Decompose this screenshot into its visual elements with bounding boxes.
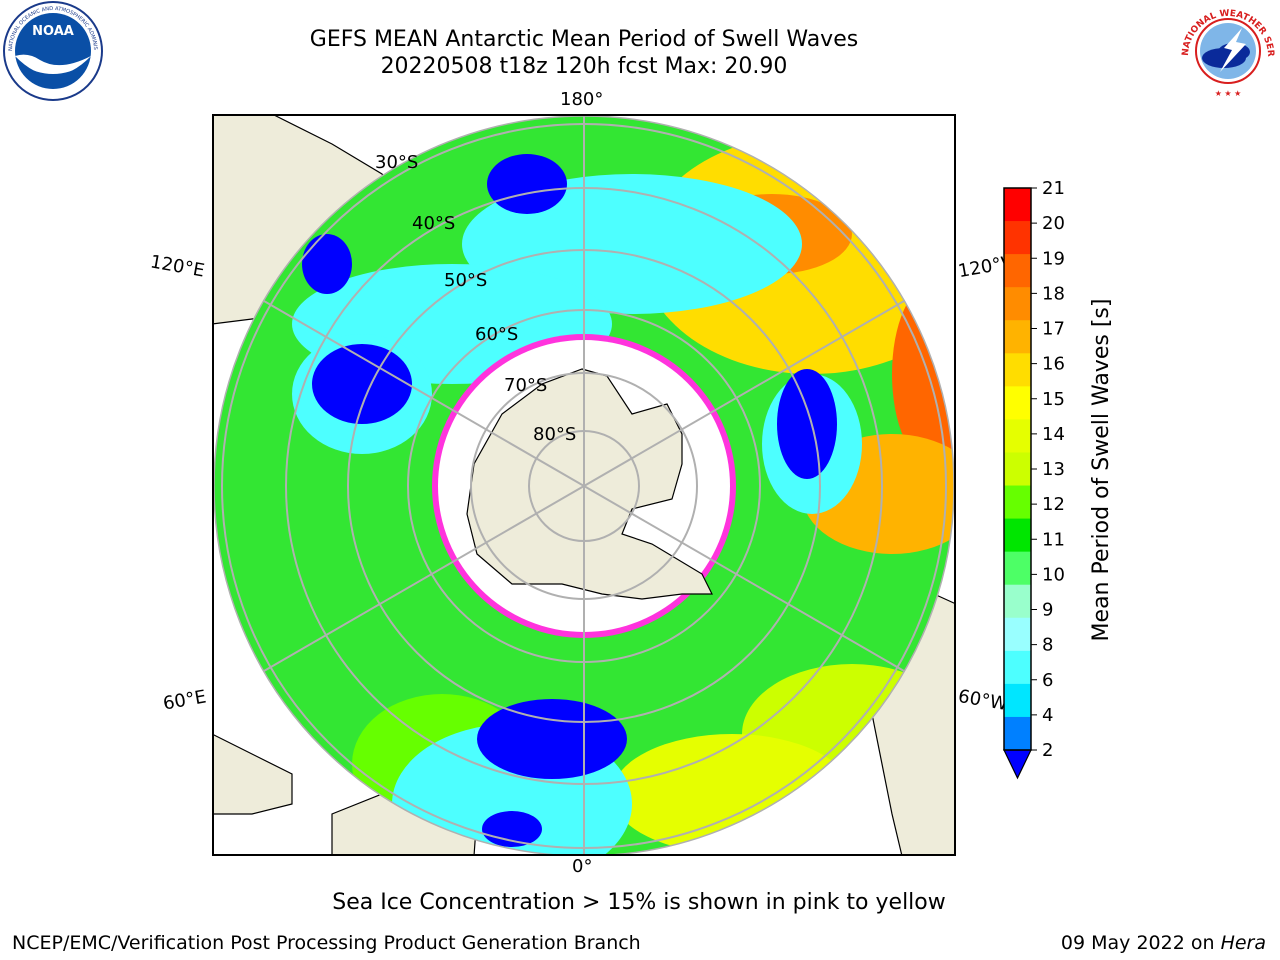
noaa-logo: NOAA NATIONAL OCEANIC AND ATMOSPHERIC AD… [0, 0, 103, 101]
colorbar-segment [1004, 716, 1031, 751]
colorbar-tick-label: 13 [1042, 459, 1065, 480]
colorbar: 21 20 19 18 17 16 15 14 13 12 11 10 9 8 6 4 2 Mean Perio… [1003, 180, 1114, 780]
colorbar-segment [1004, 584, 1031, 619]
colorbar-segment [1004, 287, 1031, 321]
lat-label-30s: 30°S [375, 152, 418, 173]
colorbar-segment [1004, 485, 1031, 520]
lat-label-80s: 80°S [533, 424, 576, 445]
colorbar-tick-label: 10 [1042, 564, 1065, 585]
sea-ice-note: Sea Ice Concentration > 15% is shown in … [332, 890, 946, 915]
colorbar-tick-label: 6 [1042, 670, 1053, 691]
nws-logo: NATIONAL WEATHER SERVICE ★ ★ ★ [1176, 0, 1277, 100]
map-title: GEFS MEAN Antarctic Mean Period of Swell… [309, 27, 859, 52]
colorbar-tick-label: 14 [1042, 424, 1065, 445]
colorbar-tick-label: 20 [1042, 213, 1065, 234]
colorbar-tick-label: 16 [1042, 354, 1065, 375]
colorbar-tick-label: 19 [1042, 248, 1065, 269]
polar-map: 30°S 40°S 50°S 60°S 70°S 80°S [212, 114, 956, 856]
colorbar-segment [1004, 221, 1031, 255]
colorbar-tick-label: 15 [1042, 389, 1065, 410]
lon-label-180: 180° [560, 89, 604, 110]
colorbar-segment [1004, 452, 1031, 487]
colorbar-segment [1004, 320, 1031, 354]
lat-label-60s: 60°S [475, 324, 518, 345]
colorbar-segment [1004, 419, 1031, 453]
svg-text:★ ★ ★: ★ ★ ★ [1215, 89, 1242, 98]
lat-label-70s: 70°S [504, 375, 547, 396]
lon-label-0: 0° [572, 856, 593, 877]
credit-text: NCEP/EMC/Verification Post Processing Pr… [12, 932, 641, 954]
colorbar-tick-label: 12 [1042, 494, 1065, 515]
colorbar-segment [1004, 254, 1031, 288]
colorbar-tick-label: 9 [1042, 600, 1053, 621]
lon-label-60e: 60°E [161, 686, 208, 715]
colorbar-segment [1004, 650, 1031, 685]
machine-name: Hera [1220, 932, 1266, 954]
colorbar-segment [1004, 617, 1031, 652]
land-antarctica [466, 368, 713, 600]
colorbar-tick-label: 11 [1042, 529, 1065, 550]
colorbar-tick-label: 2 [1042, 740, 1053, 761]
lat-label-50s: 50°S [444, 270, 487, 291]
colorbar-label: Mean Period of Swell Waves [s] [1089, 299, 1114, 642]
lon-label-120e: 120°E [148, 251, 207, 282]
colorbar-segment [1004, 386, 1031, 420]
colorbar-tick-label: 18 [1042, 283, 1065, 304]
colorbar-tick-label: 4 [1042, 705, 1053, 726]
colorbar-segment [1004, 518, 1031, 553]
colorbar-segment [1004, 551, 1031, 586]
svg-text:NOAA: NOAA [32, 24, 74, 39]
map-subtitle: 20220508 t18z 120h fcst Max: 20.90 [380, 54, 788, 79]
colorbar-tick-label: 21 [1042, 180, 1065, 199]
colorbar-segment [1004, 188, 1031, 222]
date-stamp: 09 May 2022 on Hera [1060, 932, 1266, 954]
lat-label-40s: 40°S [412, 213, 455, 234]
colorbar-extend-arrow [1003, 749, 1032, 780]
land-africa [212, 733, 293, 815]
colorbar-segment [1004, 353, 1031, 387]
colorbar-tick-label: 17 [1042, 319, 1065, 340]
colorbar-tick-label: 8 [1042, 635, 1053, 656]
colorbar-segment [1004, 683, 1031, 718]
